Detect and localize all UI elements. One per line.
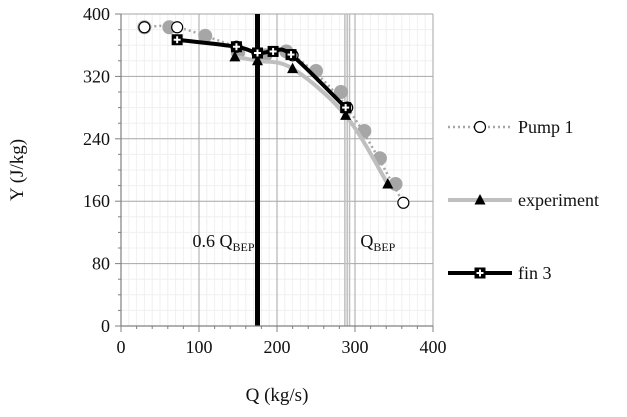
x-axis-title: Q (kg/s) bbox=[246, 385, 309, 406]
legend-item-0: Pump 1 bbox=[448, 117, 574, 137]
legend-item-1: experiment bbox=[448, 190, 599, 210]
x-tick-label: 300 bbox=[342, 337, 369, 357]
legend-label: experiment bbox=[518, 190, 599, 210]
data-point bbox=[340, 102, 352, 114]
scatter-point bbox=[198, 28, 213, 43]
data-point bbox=[285, 49, 297, 61]
scatter-point bbox=[333, 85, 348, 99]
x-tick-label: 200 bbox=[264, 337, 291, 357]
data-point bbox=[138, 21, 151, 34]
legend-swatch-marker bbox=[474, 267, 486, 279]
y-tick-label: 400 bbox=[83, 4, 110, 24]
data-point bbox=[267, 45, 279, 57]
data-point bbox=[230, 41, 242, 53]
series-1-markers bbox=[229, 50, 394, 189]
y-tick-label: 80 bbox=[92, 254, 110, 274]
reference-label-0: 0.6 QBEP bbox=[192, 231, 254, 254]
data-point bbox=[252, 47, 263, 59]
data-point bbox=[382, 178, 394, 189]
legend-item-2: fin 3 bbox=[448, 263, 552, 283]
y-tick-label: 320 bbox=[83, 66, 110, 86]
y-axis-title: Y (J/kg) bbox=[7, 139, 28, 201]
y-tick-label: 160 bbox=[83, 191, 110, 211]
data-point bbox=[252, 54, 263, 66]
legend-swatch-marker bbox=[473, 120, 487, 134]
legend-swatch-marker bbox=[474, 194, 486, 205]
y-tick-label: 0 bbox=[101, 316, 110, 336]
data-point bbox=[229, 50, 241, 62]
data-point bbox=[340, 109, 352, 120]
legend-label: Pump 1 bbox=[518, 117, 574, 137]
data-point bbox=[397, 196, 410, 209]
series-2-markers bbox=[171, 34, 352, 114]
y-tick-label: 240 bbox=[83, 129, 110, 149]
data-point bbox=[171, 34, 183, 46]
x-tick-label: 0 bbox=[117, 337, 126, 357]
legend-label: fin 3 bbox=[518, 263, 552, 283]
x-tick-label: 100 bbox=[186, 337, 213, 357]
data-point bbox=[287, 62, 299, 74]
reference-label-1: QBEP bbox=[360, 231, 395, 254]
data-point bbox=[171, 21, 184, 34]
x-tick-label: 400 bbox=[420, 337, 447, 357]
